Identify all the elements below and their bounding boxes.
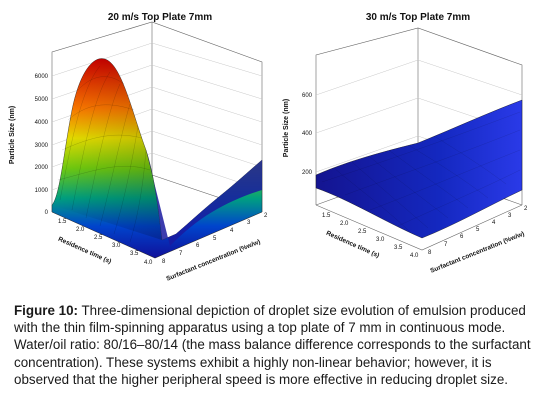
plot-left-x-tick: 3.5 bbox=[130, 251, 139, 257]
figure-caption: Figure 10: Three-dimensional depiction o… bbox=[14, 302, 538, 388]
plot-left-y-tick: 5 bbox=[213, 236, 217, 242]
plot-right-x-tick: 2.5 bbox=[358, 229, 367, 235]
plot-left: 20 m/s Top Plate 7mm bbox=[9, 12, 268, 283]
plot-left-y-tick: 2 bbox=[264, 213, 268, 219]
plot-left-surface bbox=[51, 58, 263, 259]
plot-left-z-tick: 4000 bbox=[35, 120, 49, 126]
plot-left-y-tick: 3 bbox=[247, 220, 251, 226]
plot-right-x-tick: 1.5 bbox=[322, 213, 331, 219]
plot-left-y-tick: 7 bbox=[179, 251, 183, 257]
plot-left-z-tick: 5000 bbox=[35, 97, 49, 103]
plot-left-y-tick: 6 bbox=[196, 243, 200, 249]
plot-right-y-tick: 6 bbox=[460, 234, 464, 240]
plot-left-z-label: Particle Size (nm) bbox=[9, 106, 16, 164]
figure-10-surface-plots: 20 m/s Top Plate 7mm bbox=[9, 12, 528, 283]
plot-right-x-tick: 2.0 bbox=[340, 221, 349, 227]
caption-label: Figure 10: bbox=[14, 303, 78, 318]
plot-right-x-tick: 4.0 bbox=[410, 253, 419, 259]
plot-right-z-axis: 200 400 600 Particle Size (nm) bbox=[283, 93, 313, 176]
plot-right-z-tick: 200 bbox=[302, 170, 313, 176]
caption-text: Three-dimensional depiction of droplet s… bbox=[14, 303, 531, 387]
plot-left-z-tick: 6000 bbox=[35, 74, 49, 80]
plot-left-x-tick: 1.5 bbox=[58, 219, 67, 225]
plot-left-x-tick: 3.0 bbox=[112, 243, 121, 249]
plot-left-y-tick: 4 bbox=[230, 228, 234, 234]
plot-right-x-tick: 3.5 bbox=[394, 245, 403, 251]
plot-left-y-tick: 8 bbox=[162, 259, 166, 265]
plot-left-z-axis: 0 1000 2000 3000 4000 5000 6000 Particle… bbox=[9, 74, 49, 216]
plot-right-y-tick: 4 bbox=[492, 220, 496, 226]
plot-right-x-label: Residence time (s) bbox=[325, 230, 380, 260]
plot-right-z-tick: 600 bbox=[302, 93, 313, 99]
plot-left-z-tick: 2000 bbox=[35, 165, 49, 171]
plot-right-y-label: Surfactant concentration (%w/w) bbox=[429, 230, 525, 274]
plot-right-z-label: Particle Size (nm) bbox=[283, 99, 290, 157]
plot-left-x-tick: 2.5 bbox=[94, 235, 103, 241]
plot-right-y-tick: 7 bbox=[444, 242, 448, 248]
plot-left-title: 20 m/s Top Plate 7mm bbox=[108, 12, 212, 23]
plot-right-y-tick: 2 bbox=[524, 206, 528, 212]
plot-right-y-tick: 5 bbox=[476, 227, 480, 233]
plot-right-surface bbox=[315, 99, 523, 239]
plot-right-y-tick: 8 bbox=[428, 250, 432, 256]
plot-left-x-label: Residence time (s) bbox=[57, 236, 112, 266]
plot-left-z-tick: 1000 bbox=[35, 188, 49, 194]
plot-left-x-tick: 4.0 bbox=[144, 260, 153, 266]
plot-right-title: 30 m/s Top Plate 7mm bbox=[366, 12, 470, 23]
plot-left-x-tick: 2.0 bbox=[76, 227, 85, 233]
plot-right: 30 m/s Top Plate 7mm bbox=[283, 12, 528, 275]
plot-left-z-tick: 3000 bbox=[35, 143, 49, 149]
plot-right-x-tick: 3.0 bbox=[376, 237, 385, 243]
plot-right-z-tick: 400 bbox=[302, 131, 313, 137]
plot-left-z-tick: 0 bbox=[45, 210, 49, 216]
plot-right-y-tick: 3 bbox=[508, 213, 512, 219]
